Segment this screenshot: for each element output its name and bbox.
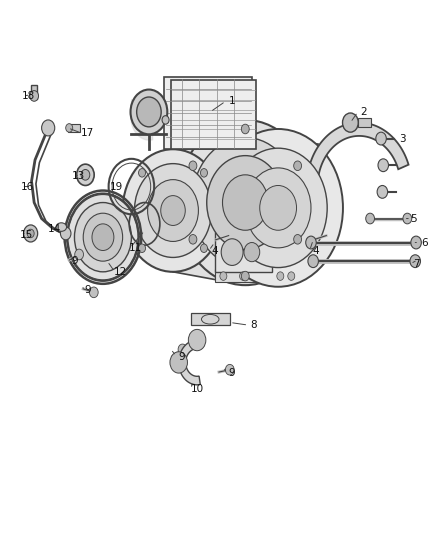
Circle shape	[201, 168, 208, 177]
Text: 8: 8	[251, 320, 258, 330]
Circle shape	[92, 224, 114, 251]
Circle shape	[188, 329, 206, 351]
Circle shape	[138, 244, 145, 253]
Text: 9: 9	[178, 352, 185, 362]
Text: 9: 9	[84, 286, 91, 295]
Circle shape	[192, 138, 299, 268]
Circle shape	[241, 124, 249, 134]
Circle shape	[189, 161, 197, 171]
Bar	[68, 124, 80, 132]
Polygon shape	[307, 123, 409, 208]
Circle shape	[89, 287, 98, 297]
Bar	[215, 235, 318, 243]
Circle shape	[189, 235, 197, 244]
Circle shape	[67, 193, 139, 281]
Text: 17: 17	[81, 128, 94, 138]
Circle shape	[245, 168, 311, 248]
Circle shape	[288, 272, 295, 280]
Text: 13: 13	[72, 171, 85, 181]
Circle shape	[201, 244, 208, 253]
Text: 4: 4	[312, 246, 319, 255]
Circle shape	[403, 213, 412, 224]
Text: 9: 9	[71, 256, 78, 266]
Text: 3: 3	[399, 134, 406, 143]
Circle shape	[213, 129, 343, 287]
Circle shape	[30, 91, 39, 101]
Circle shape	[178, 344, 187, 355]
Text: 11: 11	[129, 243, 142, 253]
Text: 19: 19	[110, 182, 123, 191]
Circle shape	[137, 97, 161, 127]
Circle shape	[229, 148, 327, 268]
Text: 12: 12	[114, 267, 127, 277]
Circle shape	[24, 225, 38, 242]
Bar	[31, 85, 37, 99]
Circle shape	[131, 90, 167, 134]
Text: 15: 15	[20, 230, 33, 239]
Text: 1: 1	[229, 96, 236, 106]
Text: 16: 16	[21, 182, 34, 191]
Circle shape	[376, 132, 386, 145]
Text: 10: 10	[191, 384, 204, 394]
Circle shape	[223, 175, 268, 230]
Bar	[164, 77, 252, 149]
Text: 6: 6	[421, 238, 428, 247]
Circle shape	[306, 236, 316, 249]
Circle shape	[240, 272, 247, 280]
Bar	[215, 144, 318, 235]
Text: 9: 9	[229, 368, 236, 378]
Bar	[191, 313, 230, 325]
Circle shape	[220, 272, 227, 280]
Circle shape	[81, 169, 90, 180]
Text: 4: 4	[211, 246, 218, 255]
Text: 5: 5	[410, 214, 417, 223]
Circle shape	[410, 255, 420, 268]
Text: 2: 2	[360, 107, 367, 117]
Polygon shape	[179, 340, 200, 385]
Text: 18: 18	[22, 91, 35, 101]
Ellipse shape	[56, 223, 67, 231]
Bar	[171, 80, 256, 149]
Circle shape	[123, 149, 223, 272]
Circle shape	[378, 159, 389, 172]
Circle shape	[260, 185, 297, 230]
Circle shape	[244, 243, 260, 262]
Polygon shape	[173, 120, 313, 285]
Circle shape	[377, 185, 388, 198]
Circle shape	[343, 113, 358, 132]
Circle shape	[27, 229, 34, 238]
Circle shape	[366, 213, 374, 224]
Circle shape	[241, 271, 249, 281]
Circle shape	[411, 236, 421, 249]
Circle shape	[138, 168, 145, 177]
Bar	[215, 232, 272, 272]
Bar	[358, 118, 371, 127]
Circle shape	[177, 120, 313, 285]
Bar	[215, 269, 298, 282]
Circle shape	[161, 196, 185, 225]
Circle shape	[42, 120, 55, 136]
Circle shape	[66, 124, 73, 132]
Circle shape	[162, 116, 169, 124]
Circle shape	[60, 227, 71, 240]
Circle shape	[294, 161, 302, 171]
Circle shape	[226, 365, 234, 375]
Circle shape	[77, 164, 94, 185]
Circle shape	[170, 352, 187, 373]
Circle shape	[74, 203, 131, 272]
Text: 14: 14	[48, 224, 61, 234]
Circle shape	[221, 239, 243, 265]
Circle shape	[207, 156, 284, 249]
Text: 7: 7	[413, 259, 420, 269]
Circle shape	[83, 213, 123, 261]
Circle shape	[277, 272, 284, 280]
Circle shape	[134, 164, 212, 257]
Circle shape	[294, 235, 302, 244]
Circle shape	[148, 180, 198, 241]
Circle shape	[75, 249, 84, 260]
Circle shape	[308, 255, 318, 268]
